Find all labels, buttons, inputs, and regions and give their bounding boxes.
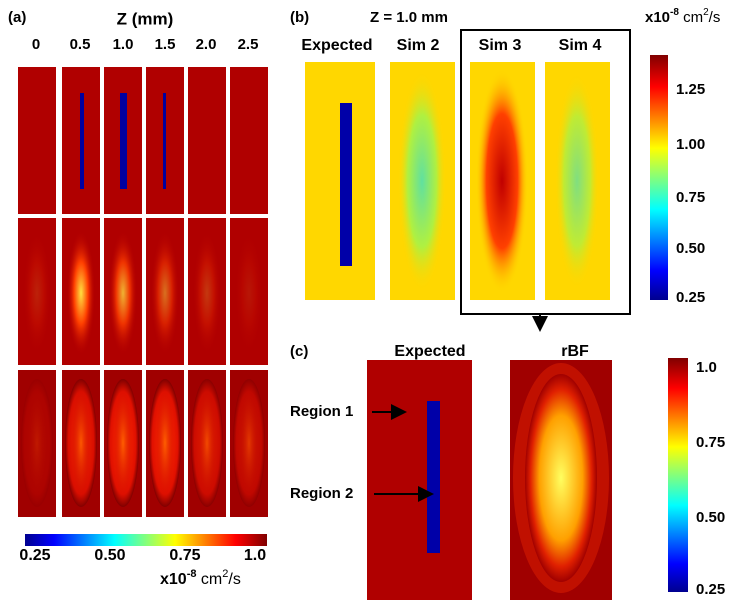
inclusion [120, 93, 127, 189]
column-label: rBF [561, 343, 589, 360]
inclusion [163, 93, 166, 189]
heatmap-spot [109, 231, 137, 355]
heatmap-spot [525, 374, 597, 582]
heatmap-spot [476, 69, 528, 293]
heatmap-spot [198, 388, 216, 498]
colorbar-tick-label: 1.25 [676, 81, 705, 98]
heatmap-spot [72, 388, 90, 498]
colorbar-tick-label: 0.75 [676, 189, 705, 206]
colorbar-tick-label: 1.00 [676, 136, 705, 153]
inclusion [340, 103, 352, 266]
colorbar-tick-label: 0.50 [696, 509, 725, 526]
heatmap-spot [151, 231, 179, 355]
z-label: 0.5 [70, 36, 91, 53]
heatmap-spot [555, 73, 599, 289]
panel-label: (c) [290, 343, 308, 360]
colorbar-tick-label: 1.0 [696, 359, 717, 376]
z-label: 1.0 [113, 36, 134, 53]
heatmap-spot [398, 71, 446, 291]
colorbar-tick-label: 0.25 [19, 547, 50, 564]
colorbar-tick-label: 0.25 [696, 581, 725, 598]
colorbar [668, 358, 688, 592]
column-label: Sim 4 [559, 37, 602, 54]
column-label: Expected [301, 37, 372, 54]
heatmap-spot [193, 231, 221, 355]
heatmap-spot [114, 388, 132, 498]
column-label: Expected [394, 343, 465, 360]
colorbar-tick-label: 1.0 [244, 547, 266, 564]
z-label: 0 [32, 36, 40, 53]
column-label: Sim 2 [397, 37, 440, 54]
colorbar-tick-label: 0.75 [696, 434, 725, 451]
colorbar [25, 534, 267, 546]
panel-label: (a) [8, 9, 26, 26]
colorbar-tick-label: 0.75 [169, 547, 200, 564]
heatmap [367, 360, 472, 600]
heatmap-spot [156, 388, 174, 498]
heatmap [230, 67, 268, 214]
heatmap-spot [67, 231, 95, 355]
inclusion [80, 93, 84, 189]
colorbar [650, 55, 668, 300]
z-label: 2.5 [238, 36, 259, 53]
panel-label: (b) [290, 9, 309, 26]
heatmap [18, 67, 56, 214]
panel-title: Z = 1.0 mm [370, 9, 448, 26]
column-label: Sim 3 [479, 37, 522, 54]
heatmap-spot [240, 388, 258, 498]
annotation: Region 1 [290, 403, 353, 420]
z-label: 1.5 [155, 36, 176, 53]
colorbar-tick-label: 0.50 [676, 240, 705, 257]
heatmap-spot [23, 231, 51, 355]
panel-a-images [18, 67, 268, 517]
highlight-box [460, 29, 631, 315]
z-label: 2.0 [196, 36, 217, 53]
heatmap-spot [28, 388, 46, 498]
colorbar-unit: x10-8 cm2/s [160, 568, 241, 588]
colorbar-tick-label: 0.50 [94, 547, 125, 564]
inclusion [427, 401, 440, 553]
panel-b-images [305, 62, 610, 300]
colorbar-unit: x10-8 cm2/s [645, 7, 720, 26]
heatmap [188, 67, 226, 214]
colorbar-tick-label: 0.25 [676, 289, 705, 306]
axis-title: Z (mm) [117, 9, 174, 28]
heatmap-spot [235, 231, 263, 355]
annotation: Region 2 [290, 485, 353, 502]
